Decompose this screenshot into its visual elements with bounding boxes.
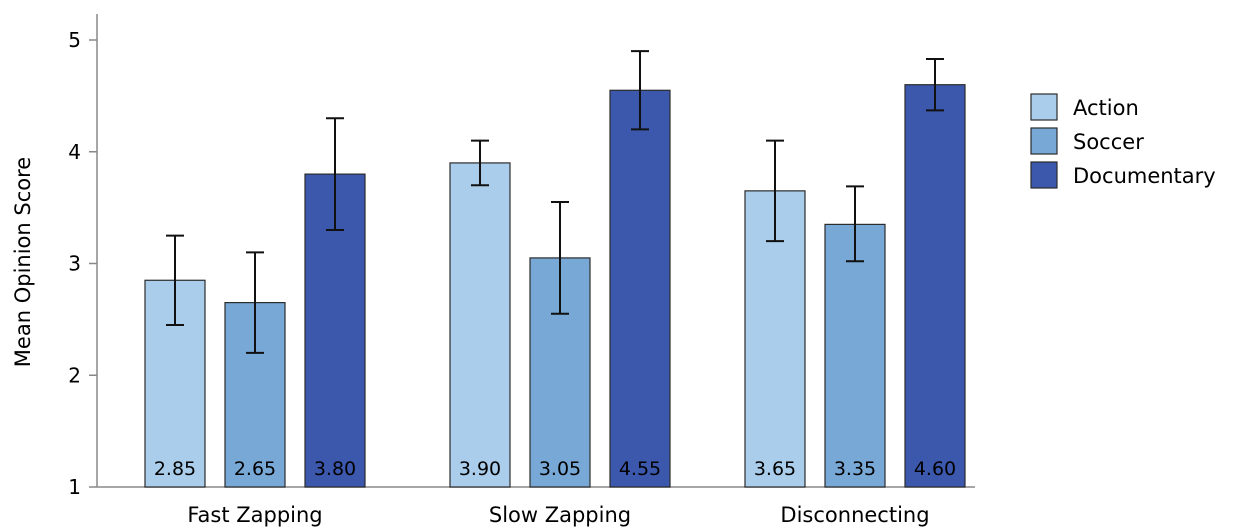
axes: 1 2 3 4 5 Mean Opinion Score Fast Zapping Slow …: [11, 14, 975, 527]
y-tick-label: 2: [68, 363, 81, 387]
error-bars: [166, 50, 944, 354]
value-label-documentary-fast-zapping: 3.80: [314, 458, 356, 480]
legend-label-action: Action: [1073, 96, 1139, 120]
legend-swatch-documentary: [1030, 161, 1058, 189]
value-label-action-disconnecting: 3.65: [754, 458, 796, 480]
bar-soccer-disconnecting: [824, 223, 886, 488]
value-label-documentary-slow-zapping: 4.55: [619, 458, 661, 480]
bars: [144, 84, 966, 488]
value-label-soccer-slow-zapping: 3.05: [539, 458, 581, 480]
value-label-soccer-disconnecting: 3.35: [834, 458, 876, 480]
x-category-label-disconnecting: Disconnecting: [780, 503, 929, 527]
legend-swatch-action: [1030, 93, 1058, 121]
value-label-action-slow-zapping: 3.90: [459, 458, 501, 480]
legend: Action Soccer Documentary: [1030, 93, 1216, 189]
value-label-soccer-fast-zapping: 2.65: [234, 458, 276, 480]
value-label-action-fast-zapping: 2.85: [154, 458, 196, 480]
x-category-label-fast-zapping: Fast Zapping: [187, 503, 322, 527]
legend-label-documentary: Documentary: [1073, 164, 1216, 188]
bar-action-slow-zapping: [449, 162, 511, 488]
bar-documentary-disconnecting: [904, 84, 966, 488]
legend-swatch-soccer: [1030, 127, 1058, 155]
y-tick-label: 1: [68, 475, 81, 499]
y-tick-label: 3: [68, 252, 81, 276]
value-labels: 2.85 2.65 3.80 3.90 3.05 4.55 3.65 3.35 4.60: [154, 458, 956, 480]
value-label-documentary-disconnecting: 4.60: [914, 458, 956, 480]
y-tick-label: 5: [68, 28, 81, 52]
y-axis-title: Mean Opinion Score: [11, 157, 35, 367]
legend-label-soccer: Soccer: [1073, 130, 1144, 154]
y-tick-label: 4: [68, 140, 81, 164]
bar-documentary-slow-zapping: [609, 89, 671, 488]
x-category-label-slow-zapping: Slow Zapping: [489, 503, 631, 527]
